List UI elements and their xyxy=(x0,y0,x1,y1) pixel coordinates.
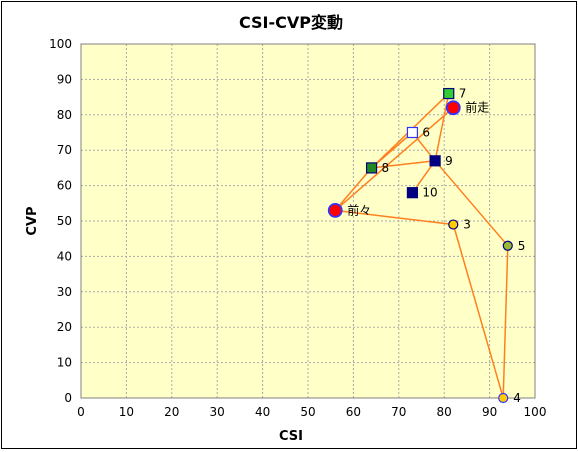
data-label: 10 xyxy=(422,186,437,200)
data-label: 前々 xyxy=(347,202,371,217)
data-label: 6 xyxy=(422,126,430,140)
y-tick-label: 90 xyxy=(57,72,72,86)
x-tick-label: 30 xyxy=(210,405,225,419)
x-tick-label: 80 xyxy=(437,405,452,419)
y-tick-label: 60 xyxy=(57,179,72,193)
x-tick-label: 0 xyxy=(77,405,85,419)
data-point xyxy=(365,162,378,174)
data-label: 3 xyxy=(463,218,471,232)
x-tick-label: 20 xyxy=(164,405,179,419)
data-point xyxy=(406,187,419,199)
data-label: 5 xyxy=(518,239,526,253)
data-point xyxy=(327,202,343,218)
csi-cvp-chart: 0 10 20 30 40 50 60 70 80 90 100 0 10 20 30 40 50 60 70 80 9… xyxy=(25,13,546,444)
plot-border xyxy=(80,43,536,399)
y-tick-label: 40 xyxy=(57,249,72,263)
x-tick-label: 90 xyxy=(482,405,497,419)
y-tick-label: 10 xyxy=(57,356,72,370)
y-tick-label: 30 xyxy=(57,285,72,299)
x-tick-label: 60 xyxy=(346,405,361,419)
data-label: 前走 xyxy=(465,100,489,115)
y-tick-label: 70 xyxy=(57,143,72,157)
y-tick-label: 50 xyxy=(57,214,72,228)
x-tick-label: 40 xyxy=(255,405,270,419)
data-point xyxy=(406,126,419,139)
y-tick-label: 0 xyxy=(64,391,72,405)
data-point xyxy=(498,392,509,404)
point-labels: 前々 3 4 5 6 7 8 9 10 前走 xyxy=(347,87,525,405)
data-label: 7 xyxy=(459,87,467,101)
x-axis-title: CSI xyxy=(279,429,303,444)
data-point xyxy=(448,219,459,230)
chart-title: CSI-CVP変動 xyxy=(239,13,343,32)
axes: 0 10 20 30 40 50 60 70 80 90 100 0 10 20 30 40 50 60 70 80 9… xyxy=(49,37,546,419)
data-label: 9 xyxy=(445,154,453,168)
x-tick-label: 100 xyxy=(524,405,547,419)
y-tick-label: 100 xyxy=(49,37,72,51)
x-tick-label: 70 xyxy=(391,405,406,419)
y-tick-label: 80 xyxy=(57,108,72,122)
y-axis-title: CVP xyxy=(25,206,40,235)
x-tick-label: 10 xyxy=(119,405,134,419)
data-label: 4 xyxy=(513,391,521,405)
data-point xyxy=(443,87,455,100)
y-tick-label: 20 xyxy=(57,320,72,334)
series-markers xyxy=(327,87,513,404)
data-point xyxy=(429,155,441,167)
data-label: 8 xyxy=(382,161,390,175)
x-tick-label: 50 xyxy=(300,405,315,419)
data-point xyxy=(445,100,461,116)
data-point xyxy=(502,240,513,251)
